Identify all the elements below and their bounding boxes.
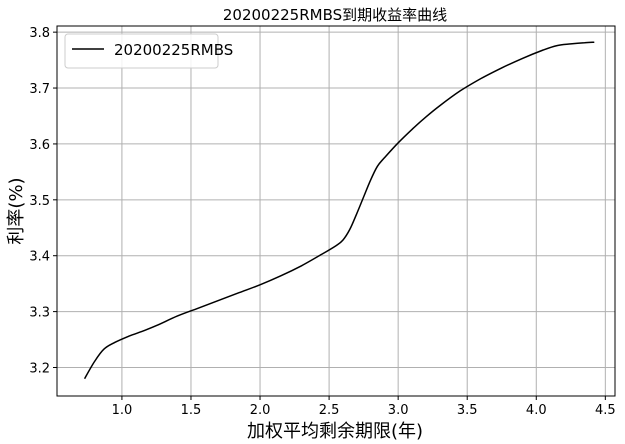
y-tick-label: 3.7 — [29, 82, 50, 97]
plot-frame — [56, 25, 616, 397]
x-tick-label: 2.5 — [319, 403, 340, 418]
y-tick-label: 3.5 — [29, 194, 50, 209]
chart-title: 20200225RMBS到期收益率曲线 — [223, 6, 447, 24]
legend-box — [64, 33, 219, 69]
x-tick-label: 3.0 — [388, 403, 409, 418]
series-line — [83, 41, 595, 380]
y-axis-ticks: 3.2 3.3 3.4 3.5 3.6 3.7 3.8 — [29, 26, 57, 376]
y-tick-label: 3.3 — [29, 306, 50, 321]
x-tick-label: 4.0 — [526, 403, 547, 418]
x-tick-label: 1.0 — [112, 403, 133, 418]
x-tick-label: 2.0 — [250, 403, 271, 418]
legend: 20200225RMBS — [64, 33, 233, 69]
y-tick-label: 3.6 — [29, 138, 50, 153]
plot-area — [83, 41, 595, 380]
x-tick-label: 3.5 — [457, 403, 478, 418]
x-tick-label: 4.5 — [595, 403, 616, 418]
y-tick-label: 3.4 — [29, 250, 50, 265]
x-axis-ticks: 1.0 1.5 2.0 2.5 3.0 3.5 4.0 4.5 — [112, 396, 616, 418]
y-axis-label: 利率(%) — [6, 177, 27, 244]
legend-label: 20200225RMBS — [114, 41, 233, 59]
grid — [57, 26, 615, 396]
x-tick-label: 1.5 — [181, 403, 202, 418]
y-tick-label: 3.2 — [29, 361, 50, 376]
y-tick-label: 3.8 — [29, 26, 50, 41]
x-axis-label: 加权平均剩余期限(年) — [247, 421, 423, 442]
